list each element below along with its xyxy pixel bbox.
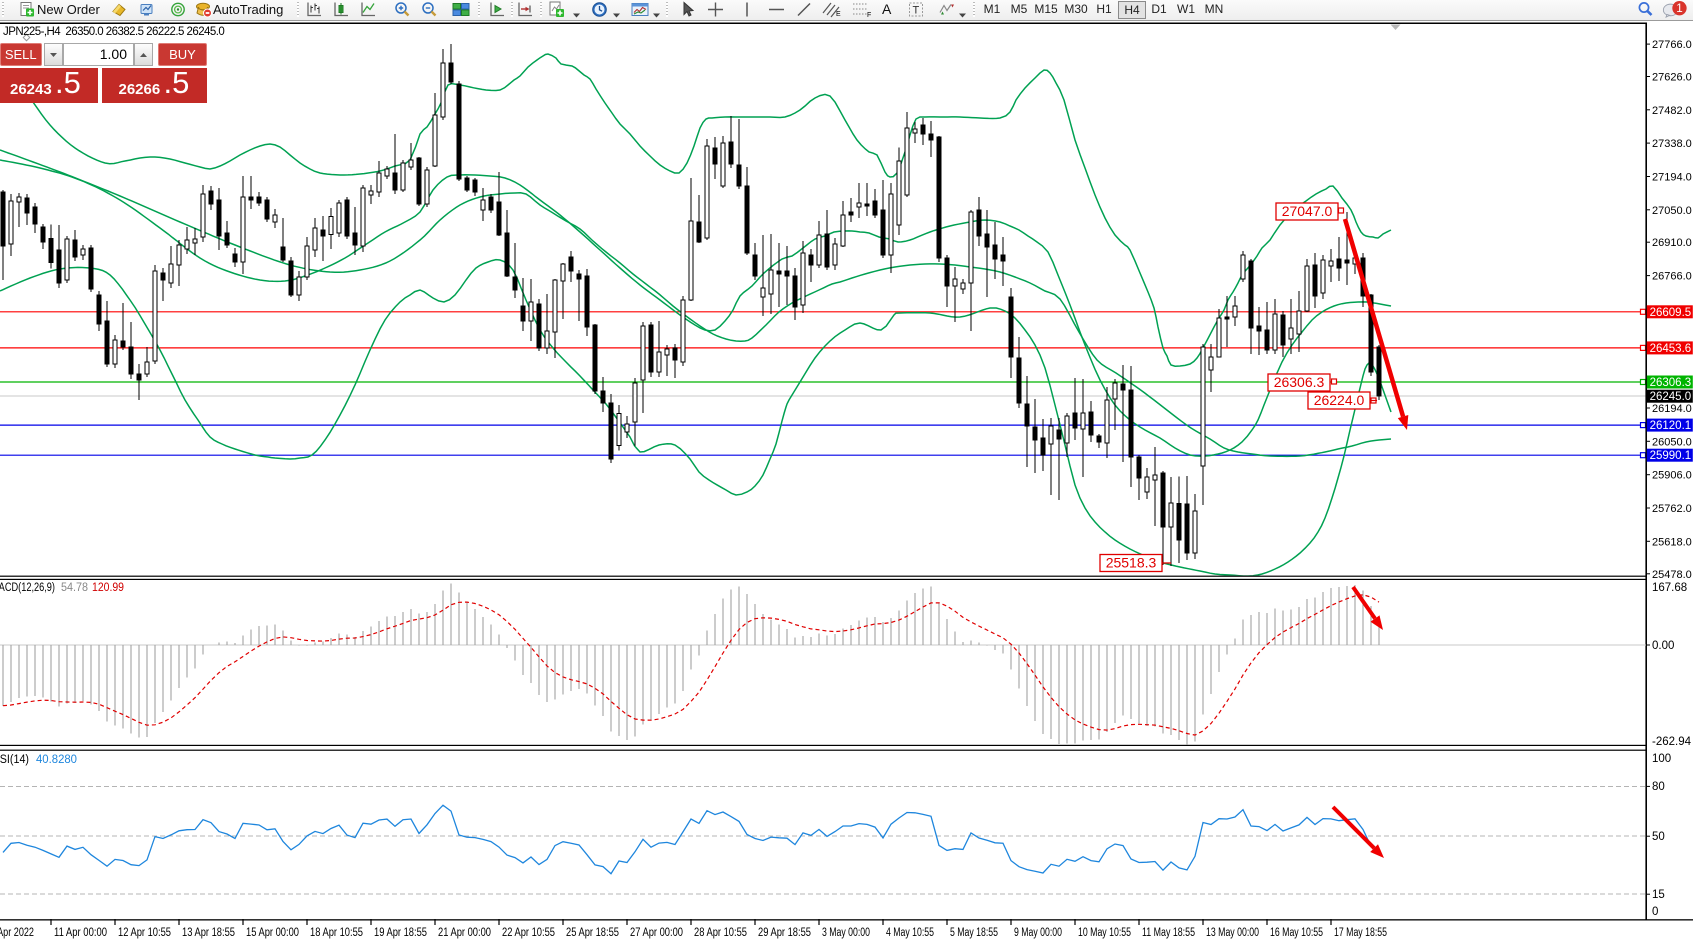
svg-text:27194.0: 27194.0: [1652, 172, 1692, 184]
svg-text:120.99: 120.99: [92, 582, 124, 594]
svg-text:29 Apr 18:55: 29 Apr 18:55: [758, 927, 811, 939]
svg-text:26766.0: 26766.0: [1652, 271, 1692, 283]
svg-text:167.68: 167.68: [1652, 582, 1687, 594]
svg-text:26120.1: 26120.1: [1650, 420, 1692, 432]
svg-text:12 Apr 10:55: 12 Apr 10:55: [118, 927, 171, 939]
svg-text:25618.0: 25618.0: [1652, 536, 1692, 548]
svg-text:25762.0: 25762.0: [1652, 503, 1692, 515]
svg-text:26453.6: 26453.6: [1650, 343, 1692, 355]
svg-text:F: F: [867, 12, 871, 18]
svg-text:13 Apr 18:55: 13 Apr 18:55: [182, 927, 235, 939]
svg-text:17 May 18:55: 17 May 18:55: [1334, 927, 1387, 939]
svg-text:27338.0: 27338.0: [1652, 138, 1692, 150]
svg-text:11 May 18:55: 11 May 18:55: [1142, 927, 1195, 939]
svg-text:80: 80: [1652, 781, 1665, 793]
svg-text:10 May 10:55: 10 May 10:55: [1078, 927, 1131, 939]
svg-text:25 Apr 18:55: 25 Apr 18:55: [566, 927, 619, 939]
svg-text:RSI(14): RSI(14): [0, 754, 29, 766]
svg-text:25518.3: 25518.3: [1106, 555, 1157, 571]
svg-text:40.8280: 40.8280: [36, 754, 77, 766]
svg-text:26910.0: 26910.0: [1652, 237, 1692, 249]
svg-text:5 May 18:55: 5 May 18:55: [950, 927, 998, 939]
svg-text:27047.0: 27047.0: [1282, 203, 1333, 219]
svg-text:26306.3: 26306.3: [1650, 377, 1692, 389]
svg-text:9 May 00:00: 9 May 00:00: [1014, 927, 1062, 939]
svg-text:25990.1: 25990.1: [1650, 450, 1692, 462]
svg-text:26245.0: 26245.0: [1650, 391, 1692, 403]
svg-text:16 May 10:55: 16 May 10:55: [1270, 927, 1323, 939]
svg-text:54.78: 54.78: [61, 582, 88, 594]
svg-text:13 May 00:00: 13 May 00:00: [1206, 927, 1259, 939]
svg-text:21 Apr 00:00: 21 Apr 00:00: [438, 927, 491, 939]
svg-text:19 Apr 18:55: 19 Apr 18:55: [374, 927, 427, 939]
svg-text:1: 1: [1676, 2, 1682, 15]
svg-text:26609.5: 26609.5: [1650, 307, 1692, 319]
svg-text:18 Apr 10:55: 18 Apr 10:55: [310, 927, 363, 939]
svg-text:8 Apr 2022: 8 Apr 2022: [0, 927, 34, 939]
svg-text:25906.0: 25906.0: [1652, 470, 1692, 482]
svg-text:26306.3: 26306.3: [1274, 374, 1325, 390]
svg-text:27 Apr 00:00: 27 Apr 00:00: [630, 927, 683, 939]
svg-text:27766.0: 27766.0: [1652, 39, 1692, 51]
svg-text:-262.94: -262.94: [1652, 736, 1692, 748]
svg-text:26194.0: 26194.0: [1652, 403, 1692, 415]
svg-text:25478.0: 25478.0: [1652, 569, 1692, 581]
svg-text:3 May 00:00: 3 May 00:00: [822, 927, 870, 939]
svg-text:100: 100: [1652, 753, 1671, 765]
svg-text:0.00: 0.00: [1652, 640, 1674, 652]
svg-text:26050.0: 26050.0: [1652, 436, 1692, 448]
svg-text:4 May 10:55: 4 May 10:55: [886, 927, 934, 939]
svg-text:22 Apr 10:55: 22 Apr 10:55: [502, 927, 555, 939]
svg-text:27626.0: 27626.0: [1652, 72, 1692, 84]
svg-text:50: 50: [1652, 831, 1665, 843]
svg-text:0: 0: [1652, 906, 1658, 918]
svg-text:15 Apr 00:00: 15 Apr 00:00: [246, 927, 299, 939]
svg-text:MACD(12,26,9): MACD(12,26,9): [0, 582, 55, 594]
svg-text:15: 15: [1652, 889, 1665, 901]
svg-text:E: E: [836, 11, 841, 18]
svg-text:28 Apr 10:55: 28 Apr 10:55: [694, 927, 747, 939]
svg-text:27050.0: 27050.0: [1652, 205, 1692, 217]
svg-text:26224.0: 26224.0: [1314, 392, 1365, 408]
svg-text:27482.0: 27482.0: [1652, 105, 1692, 117]
svg-text:11 Apr 00:00: 11 Apr 00:00: [54, 927, 107, 939]
svg-text:T: T: [913, 5, 920, 17]
